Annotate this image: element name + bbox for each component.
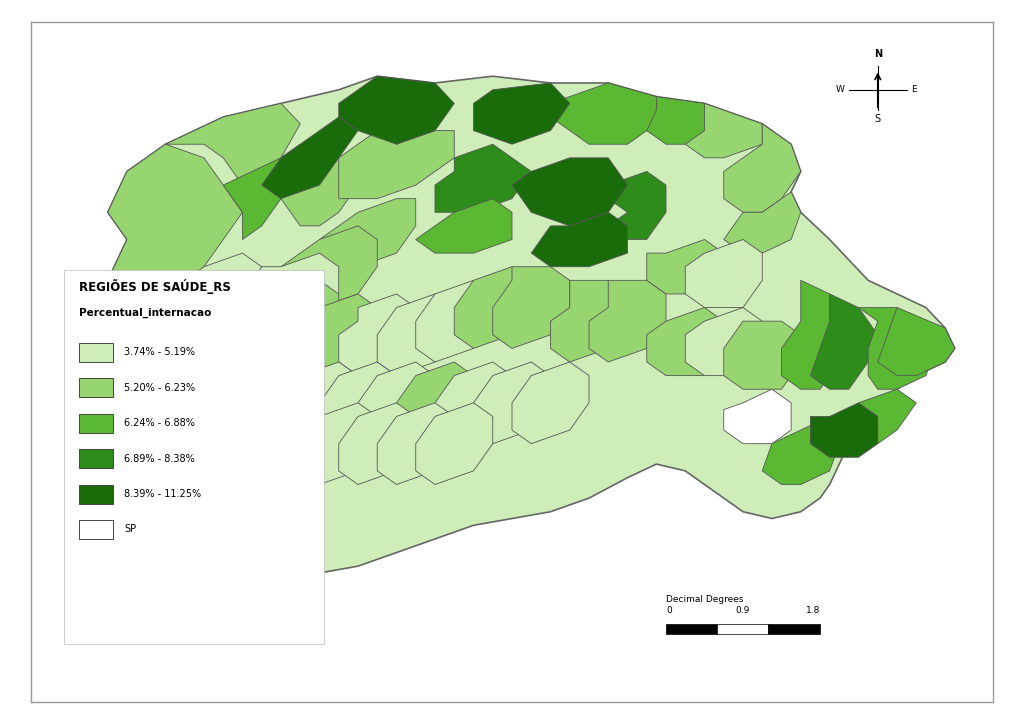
Text: Decimal Degrees: Decimal Degrees (666, 594, 743, 604)
Polygon shape (724, 390, 792, 444)
Polygon shape (108, 144, 243, 308)
Text: W: W (836, 85, 844, 94)
Bar (79, 413, 113, 433)
Polygon shape (493, 266, 569, 348)
Polygon shape (127, 308, 223, 390)
Polygon shape (473, 83, 569, 144)
Polygon shape (223, 430, 300, 512)
Polygon shape (339, 76, 455, 144)
Polygon shape (339, 403, 416, 484)
Polygon shape (281, 226, 377, 308)
Bar (79, 449, 113, 468)
Polygon shape (166, 104, 300, 185)
Polygon shape (358, 362, 435, 444)
Polygon shape (762, 416, 840, 484)
Polygon shape (849, 390, 916, 444)
Polygon shape (724, 321, 801, 390)
Bar (717, 624, 768, 634)
Text: 3.74% - 5.19%: 3.74% - 5.19% (124, 348, 196, 358)
Bar (79, 484, 113, 504)
Text: SP: SP (124, 524, 136, 534)
Polygon shape (319, 198, 416, 266)
Polygon shape (88, 362, 184, 444)
Polygon shape (858, 308, 936, 390)
Text: 6.89% - 8.38%: 6.89% - 8.38% (124, 454, 195, 463)
Polygon shape (416, 198, 512, 253)
Polygon shape (724, 124, 801, 212)
Text: S: S (874, 114, 881, 124)
Bar (79, 520, 113, 539)
Polygon shape (455, 266, 531, 348)
Polygon shape (416, 403, 493, 484)
Polygon shape (223, 348, 319, 416)
Polygon shape (262, 416, 339, 498)
Polygon shape (281, 294, 377, 376)
Text: 0: 0 (666, 606, 672, 615)
Bar (768, 624, 820, 634)
Polygon shape (377, 403, 455, 484)
Polygon shape (281, 158, 358, 226)
Polygon shape (647, 240, 724, 294)
Polygon shape (339, 130, 455, 198)
Polygon shape (531, 212, 628, 266)
Polygon shape (416, 280, 493, 362)
Polygon shape (319, 362, 396, 444)
Text: N: N (873, 49, 882, 59)
Polygon shape (810, 403, 878, 458)
Polygon shape (98, 484, 166, 580)
Text: Percentual_internacao: Percentual_internacao (79, 308, 211, 318)
Polygon shape (647, 308, 724, 376)
Text: 5.20% - 6.23%: 5.20% - 6.23% (124, 383, 196, 393)
Polygon shape (512, 362, 589, 444)
FancyBboxPatch shape (65, 270, 325, 644)
Text: 8.39% - 11.25%: 8.39% - 11.25% (124, 489, 201, 499)
Polygon shape (647, 96, 724, 144)
Polygon shape (396, 362, 473, 444)
Polygon shape (551, 280, 628, 362)
Polygon shape (79, 416, 146, 512)
Text: 0.9: 0.9 (736, 606, 751, 615)
Polygon shape (810, 294, 878, 390)
Polygon shape (146, 444, 262, 526)
Polygon shape (608, 172, 666, 240)
Polygon shape (262, 362, 358, 444)
Polygon shape (781, 280, 849, 390)
Polygon shape (685, 104, 762, 158)
Text: E: E (911, 85, 918, 94)
Polygon shape (473, 362, 551, 444)
Polygon shape (79, 76, 954, 614)
Polygon shape (685, 240, 762, 308)
Polygon shape (262, 117, 358, 198)
Polygon shape (223, 144, 300, 240)
Polygon shape (300, 403, 377, 484)
Polygon shape (243, 280, 339, 348)
Polygon shape (512, 158, 628, 226)
Polygon shape (435, 144, 531, 212)
Bar (666, 624, 717, 634)
Polygon shape (339, 294, 416, 376)
Text: 6.24% - 6.88%: 6.24% - 6.88% (124, 418, 195, 429)
Polygon shape (685, 308, 762, 376)
Polygon shape (166, 253, 262, 334)
Polygon shape (724, 192, 801, 253)
Polygon shape (243, 253, 339, 321)
Polygon shape (551, 83, 666, 144)
Bar (79, 379, 113, 397)
Text: REGIÕES DE SAÚDE_RS: REGIÕES DE SAÚDE_RS (79, 279, 230, 294)
Polygon shape (878, 308, 954, 376)
Bar (79, 343, 113, 362)
Polygon shape (377, 294, 455, 376)
Polygon shape (589, 280, 666, 362)
Text: 1.8: 1.8 (806, 606, 820, 615)
Polygon shape (435, 362, 512, 444)
